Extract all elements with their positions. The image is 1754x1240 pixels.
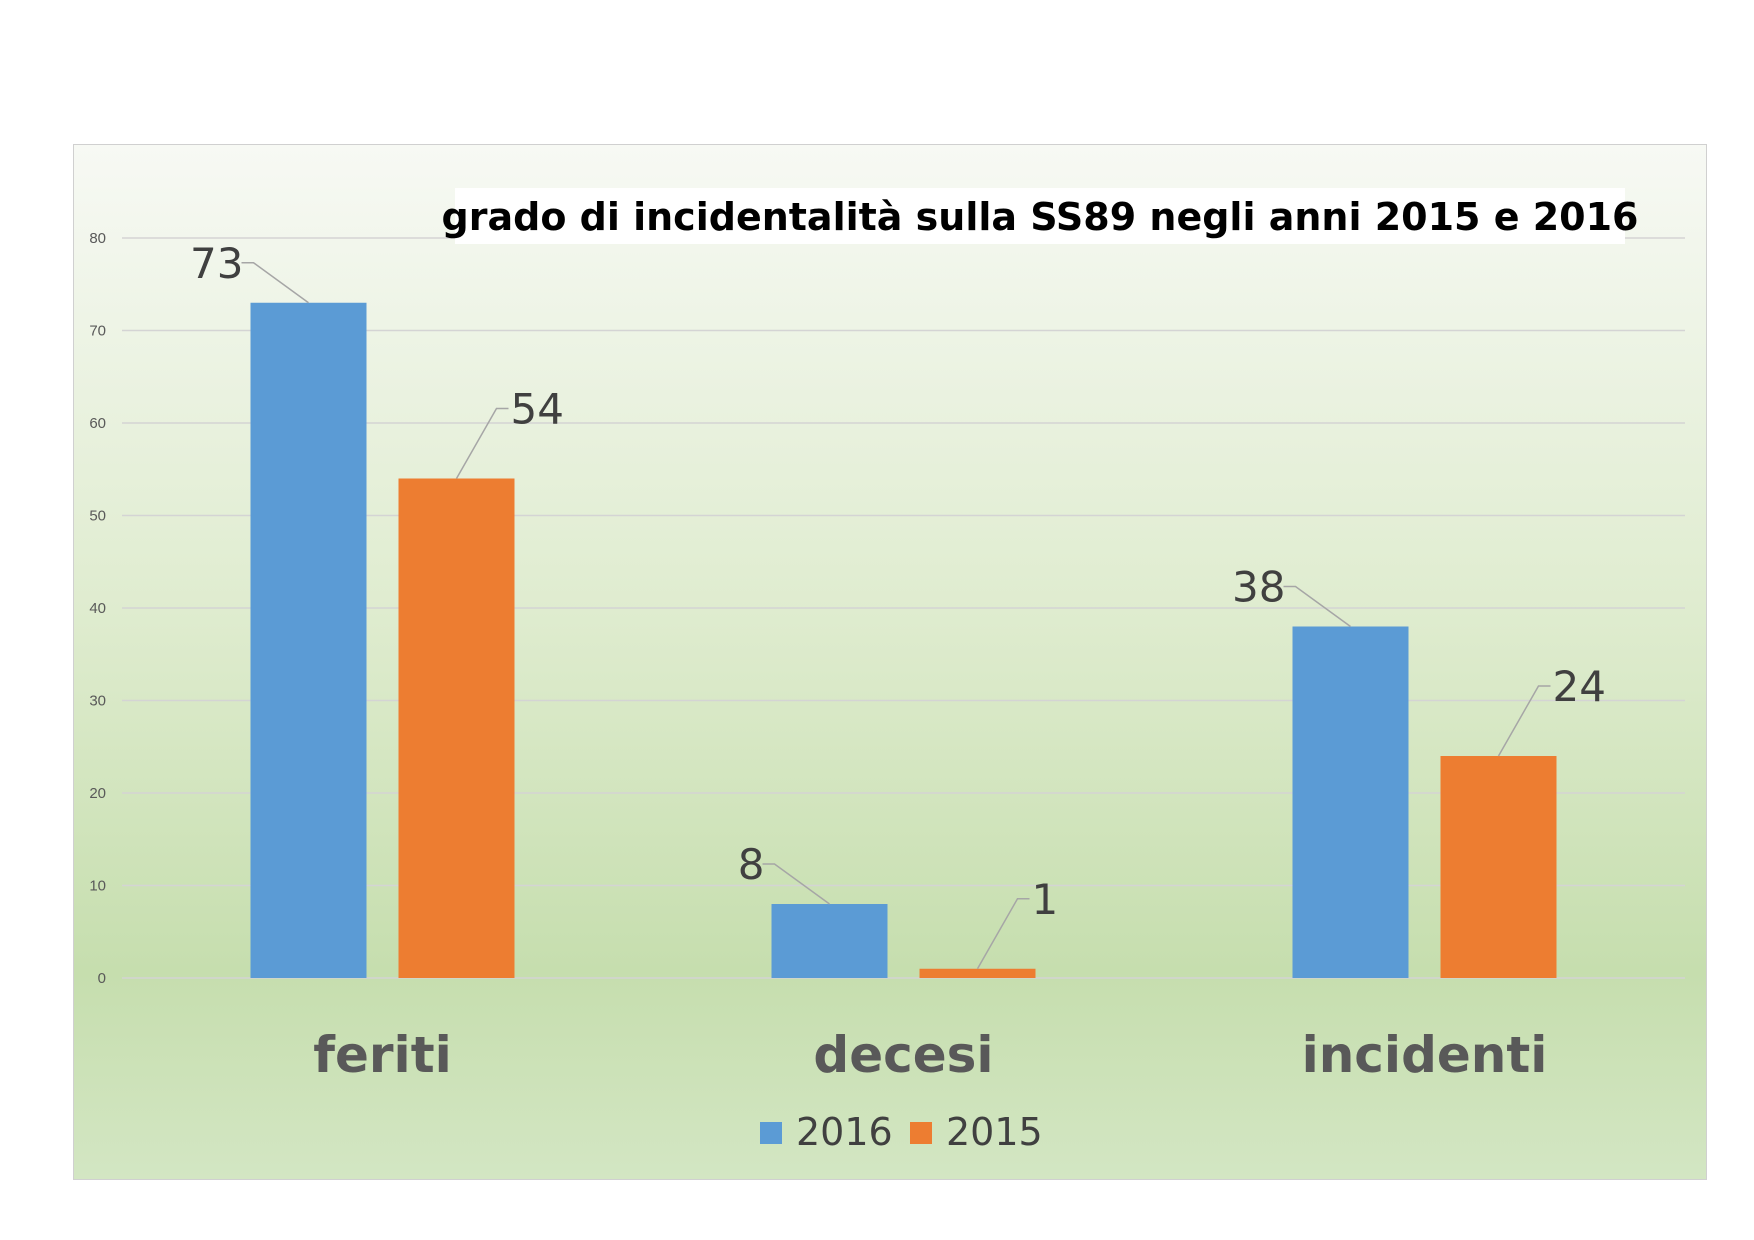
data-label-2015-decesi: 1 [1032, 875, 1059, 924]
leader-line [1283, 585, 1351, 628]
y-tick-label: 80 [89, 230, 106, 247]
data-label-2016-feriti: 73 [190, 239, 243, 288]
data-label-2015-feriti: 54 [511, 385, 564, 434]
leader-line [1497, 685, 1551, 757]
data-label-2016-decesi: 8 [738, 840, 765, 889]
y-tick-label: 30 [89, 693, 106, 710]
category-label-decesi: decesi [813, 1026, 993, 1084]
leader-line [762, 863, 830, 905]
y-tick-label: 40 [89, 600, 106, 617]
legend-label-2015: 2015 [946, 1110, 1043, 1154]
legend-swatch-2015 [910, 1122, 932, 1144]
y-tick-label: 0 [98, 970, 106, 987]
y-tick-label: 50 [89, 508, 106, 525]
category-label-incidenti: incidenti [1302, 1026, 1548, 1084]
legend-label-2016: 2016 [796, 1110, 893, 1154]
y-tick-label: 20 [89, 785, 106, 802]
data-label-2015-incidenti: 24 [1553, 662, 1606, 711]
legend-swatch-2016 [760, 1122, 782, 1144]
bar-2016-incidenti [1292, 626, 1409, 978]
chart-title: grado di incidentalità sulla SS89 negli … [442, 195, 1639, 239]
data-label-leaders [241, 262, 1551, 970]
category-labels: feriti decesi incidenti [313, 1026, 1547, 1084]
bar-2015-feriti [398, 478, 515, 978]
leader-line [241, 262, 309, 304]
y-tick-label: 70 [89, 323, 106, 340]
bar-2016-feriti [250, 302, 367, 978]
data-label-2016-incidenti: 38 [1232, 563, 1285, 612]
leader-line [455, 407, 509, 479]
bars [250, 302, 1557, 978]
bar-2015-incidenti [1440, 756, 1557, 978]
y-tick-label: 60 [89, 415, 106, 432]
category-label-feriti: feriti [313, 1026, 452, 1084]
data-labels: 73 54 8 1 38 24 [190, 239, 1606, 924]
y-tick-label: 10 [89, 878, 106, 895]
legend: 2016 2015 [760, 1110, 1043, 1154]
bar-2016-decesi [771, 904, 888, 978]
title-background [455, 188, 1625, 244]
bar-2015-decesi [919, 968, 1036, 978]
leader-line [976, 898, 1030, 970]
y-axis-ticks: 0 10 20 30 40 50 60 70 80 [89, 230, 106, 987]
